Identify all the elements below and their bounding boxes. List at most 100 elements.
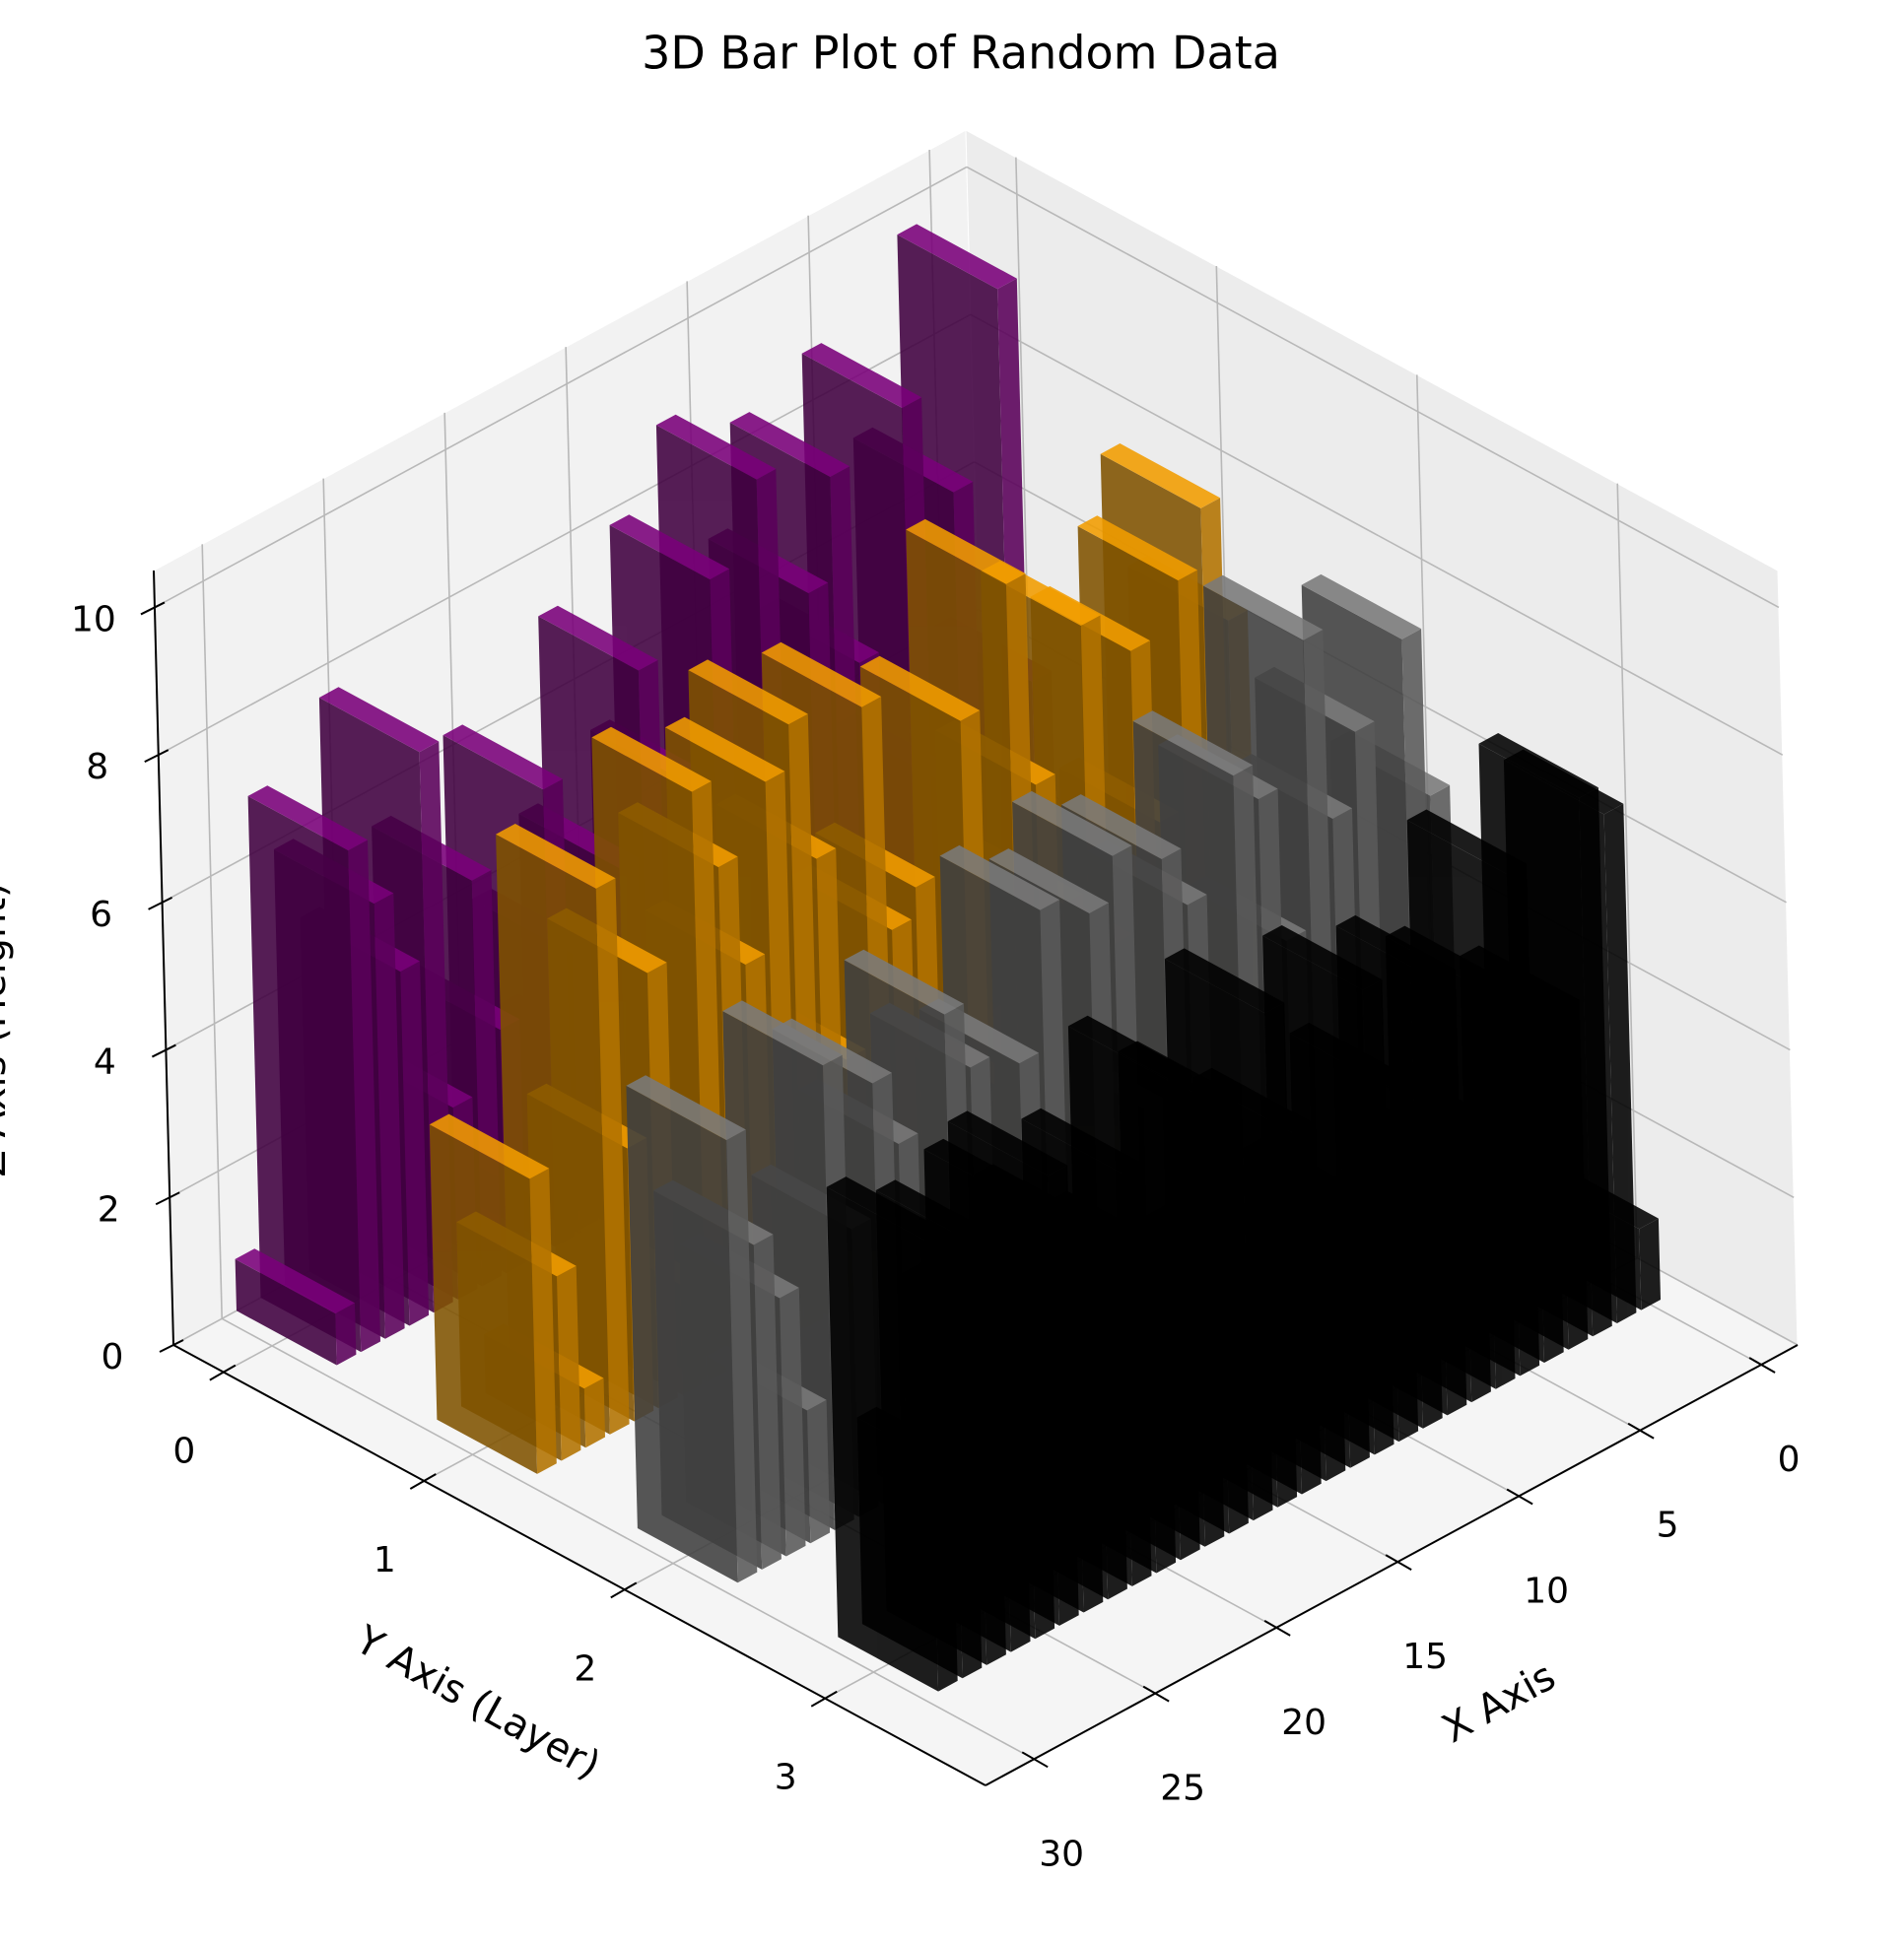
bar-face [1465, 1170, 1491, 1403]
bar-face [826, 1186, 939, 1692]
bar-face [595, 878, 630, 1435]
x-axis-label: X Axis [1435, 1653, 1563, 1752]
x-tick-label: 5 [1657, 1506, 1679, 1546]
bar-face [1292, 1122, 1322, 1495]
bar-face [1639, 1218, 1661, 1310]
bar [235, 1248, 357, 1366]
bar-face [1100, 443, 1221, 508]
bar-face [1218, 1095, 1249, 1534]
chart-title: 3D Bar Plot of Random Data [642, 27, 1280, 80]
bar-face [988, 848, 1109, 913]
bar-face [826, 1176, 947, 1242]
bar-face [442, 724, 563, 790]
bar-face [1247, 1259, 1273, 1521]
bar [826, 1176, 958, 1692]
grid-line [970, 313, 1784, 756]
bar-face [753, 1234, 782, 1570]
bar-face [780, 1287, 806, 1557]
x-tick [1021, 1751, 1049, 1769]
bar-face [1002, 1316, 1031, 1652]
y-tick [409, 1473, 437, 1490]
x-tick [1627, 1422, 1655, 1440]
z-axis-label: Z Axis (Height) [0, 882, 15, 1176]
bar-face [1048, 1165, 1079, 1626]
bar-face [1478, 733, 1598, 798]
bar-face [1021, 1108, 1141, 1174]
bar-face [1406, 809, 1528, 875]
bar-face [1362, 979, 1394, 1455]
bar-face [729, 412, 850, 477]
bar-face [1262, 925, 1383, 990]
bar-face [529, 1168, 557, 1474]
x-tick-label: 15 [1402, 1637, 1448, 1677]
bar-face [1203, 574, 1324, 640]
x-tick-label: 25 [1160, 1769, 1205, 1809]
bar-face [926, 1231, 958, 1692]
bar-face [1077, 515, 1197, 581]
bar-face [1132, 710, 1254, 776]
x-tick-label: 30 [1039, 1834, 1084, 1874]
bar-face [429, 1113, 550, 1179]
bar-face [591, 726, 712, 792]
y-tick-label: 2 [574, 1648, 596, 1689]
bar-face [897, 224, 1017, 290]
bar-face [1122, 1163, 1152, 1586]
bar [626, 1075, 758, 1583]
bar-face [1603, 803, 1637, 1323]
bar-face [1073, 1218, 1104, 1613]
z-tick-label: 10 [71, 599, 116, 639]
bar-face [429, 1124, 538, 1474]
z-tick [155, 1191, 180, 1206]
x-tick [1748, 1357, 1776, 1374]
z-tick [151, 1043, 176, 1058]
bar-face [235, 1258, 337, 1366]
bar-face [947, 1110, 1068, 1176]
bar-face [1264, 1002, 1298, 1508]
bar-face [976, 1234, 1006, 1665]
x-tick [1142, 1685, 1170, 1703]
bar-face [400, 961, 430, 1326]
z-tick [159, 1339, 184, 1353]
z-axis-line [153, 570, 174, 1346]
bar-face [906, 518, 1026, 584]
bar-face [923, 1138, 1044, 1204]
z-tick [140, 601, 166, 616]
x-tick [1506, 1488, 1533, 1506]
bar-face [859, 655, 981, 721]
y-tick-label: 3 [775, 1758, 797, 1798]
x-axis-line [985, 1344, 1799, 1786]
bar-face [235, 1248, 355, 1314]
bar-face [1104, 1448, 1127, 1600]
bar-face [1385, 925, 1506, 991]
x-tick-label: 10 [1524, 1571, 1569, 1611]
y-tick-label: 0 [172, 1432, 195, 1472]
x-tick-label: 0 [1778, 1440, 1801, 1480]
grid-line [966, 166, 1780, 609]
bar-face [688, 659, 808, 725]
bar-face [875, 1179, 996, 1245]
bar-face [1419, 1292, 1443, 1429]
bar-face [1390, 1077, 1419, 1443]
bar-face [801, 343, 922, 408]
y-tick [209, 1364, 237, 1381]
y-tick [810, 1690, 838, 1708]
y-axis-line [172, 1344, 986, 1786]
bar-face [1436, 970, 1467, 1416]
bar-face [374, 893, 405, 1339]
bar-face [726, 1129, 758, 1583]
bar-face [722, 1000, 843, 1066]
bar-face [1067, 1015, 1189, 1081]
bar-face [626, 1075, 746, 1141]
y-tick [610, 1581, 638, 1599]
bar-face [1507, 863, 1540, 1377]
z-tick-label: 2 [98, 1189, 120, 1230]
x-tick [1385, 1554, 1412, 1572]
bar-face [1024, 1192, 1055, 1640]
x-tick-label: 20 [1281, 1703, 1326, 1743]
bar-face [939, 844, 1060, 910]
bar-face [626, 1085, 738, 1583]
grid-line [154, 166, 968, 609]
grid-line [221, 1317, 1035, 1761]
bar-face [557, 1265, 581, 1461]
